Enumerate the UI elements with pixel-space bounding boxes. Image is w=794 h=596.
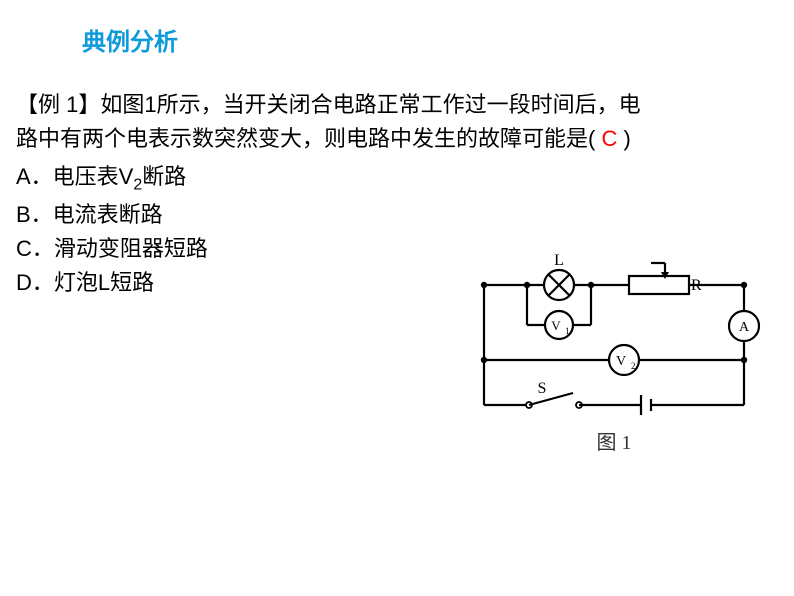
choice-d: D．灯泡L短路 — [16, 266, 208, 300]
question-line-2: 路中有两个电表示数突然变大，则电路中发生的故障可能是( — [16, 126, 595, 151]
choice-a-prefix: A．电压表V — [16, 164, 133, 189]
choice-a: A．电压表V2断路 — [16, 160, 208, 198]
svg-text:2: 2 — [631, 361, 636, 371]
choice-a-sub: 2 — [133, 176, 142, 193]
svg-text:V: V — [616, 354, 626, 369]
svg-text:V: V — [551, 318, 561, 333]
figure-caption: 图 1 — [464, 426, 764, 455]
circuit-diagram: SV2LRAV1 — [464, 250, 764, 420]
svg-text:S: S — [538, 380, 547, 397]
section-title: 典例分析 — [82, 22, 178, 57]
svg-text:1: 1 — [565, 326, 570, 336]
choice-a-suffix: 断路 — [142, 164, 186, 189]
answer-letter: C — [601, 126, 617, 151]
question-line-1: 如图1所示，当开关闭合电路正常工作过一段时间后，电 — [100, 92, 640, 117]
choices-list: A．电压表V2断路 B．电流表断路 C．滑动变阻器短路 D．灯泡L短路 — [16, 160, 208, 300]
question-text: 【例 1】如图1所示，当开关闭合电路正常工作过一段时间后，电 路中有两个电表示数… — [16, 88, 780, 156]
svg-text:L: L — [554, 252, 564, 269]
circuit-figure: SV2LRAV1 图 1 — [464, 250, 764, 455]
svg-text:A: A — [739, 320, 750, 335]
example-label: 【例 1】 — [16, 92, 100, 117]
question-close: ) — [623, 126, 630, 151]
choice-b: B．电流表断路 — [16, 198, 208, 232]
choice-c: C．滑动变阻器短路 — [16, 232, 208, 266]
